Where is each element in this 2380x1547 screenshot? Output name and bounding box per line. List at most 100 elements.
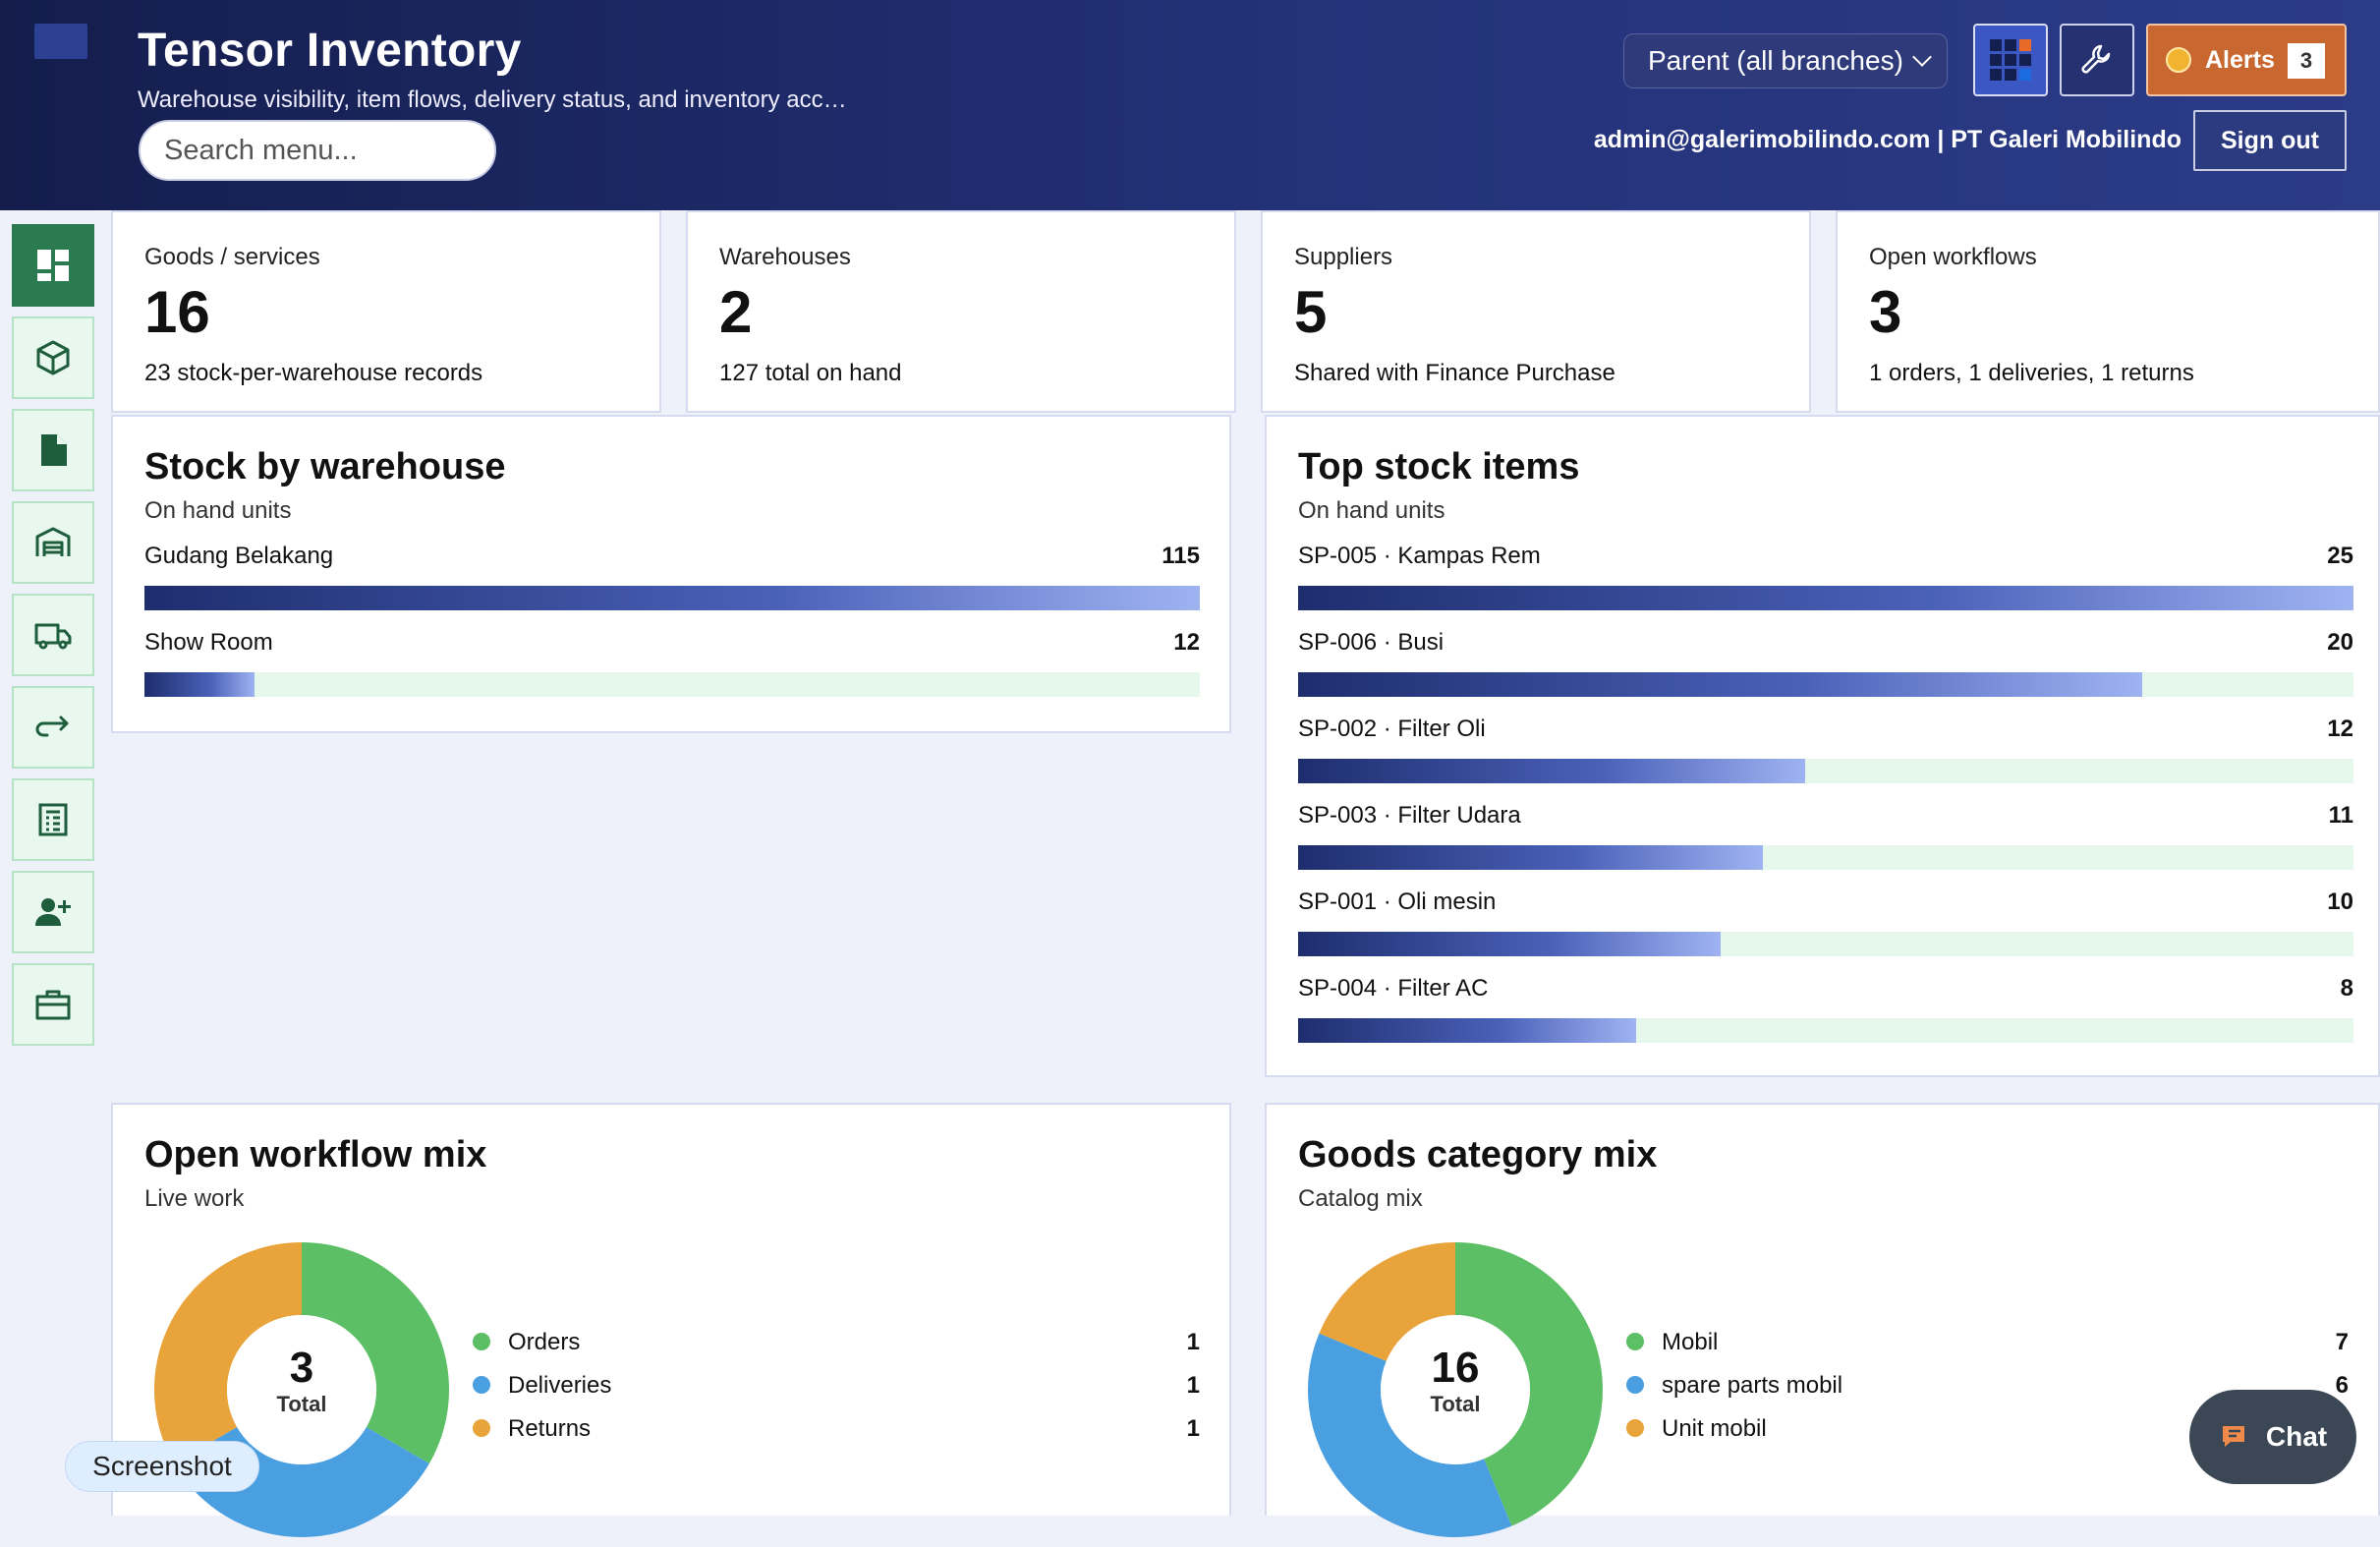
bar-fill xyxy=(144,586,1200,610)
sidebar-item-add-user[interactable] xyxy=(12,871,94,953)
alert-dot-icon xyxy=(2166,47,2191,73)
bar-label: SP-005 · Kampas Rem xyxy=(1298,543,1541,569)
branch-select-value: Parent (all branches) xyxy=(1648,45,1903,76)
panel-title: Stock by warehouse xyxy=(144,446,506,487)
page-subtitle: Warehouse visibility, item flows, delive… xyxy=(138,86,847,113)
stat-note: 127 total on hand xyxy=(719,360,902,386)
donut-center: 16 Total xyxy=(1377,1345,1534,1417)
bar-value: 11 xyxy=(2328,802,2353,829)
bar-fill xyxy=(144,672,255,697)
stat-card-warehouses: Warehouses 2 127 total on hand xyxy=(686,210,1236,413)
sidebar-item-deliveries[interactable] xyxy=(12,594,94,676)
bar-label: SP-006 · Busi xyxy=(1298,629,1445,656)
tools-button[interactable] xyxy=(2060,24,2134,96)
panel-title: Top stock items xyxy=(1298,446,1580,487)
legend-item: Mobil xyxy=(1626,1329,1718,1356)
bar-label: SP-002 · Filter Oli xyxy=(1298,716,1486,742)
chat-button[interactable]: Chat xyxy=(2189,1390,2356,1484)
bar-track xyxy=(1298,586,2353,610)
donut-slice-unit-mobil xyxy=(1319,1242,1455,1361)
top-stock-items-panel: Top stock items On hand units SP-005 · K… xyxy=(1265,415,2380,1077)
alerts-button[interactable]: Alerts 3 xyxy=(2146,24,2347,96)
sidebar-item-returns[interactable] xyxy=(12,686,94,769)
category-donut-chart xyxy=(1308,1242,1603,1537)
stock-by-warehouse-panel: Stock by warehouse On hand units Gudang … xyxy=(111,415,1231,733)
bar-label: SP-001 · Oli mesin xyxy=(1298,888,1497,915)
app-header: Tensor Inventory Warehouse visibility, i… xyxy=(0,0,2380,210)
panel-subtitle: On hand units xyxy=(1298,497,1445,524)
legend-label: Mobil xyxy=(1662,1329,1719,1355)
stat-label: Warehouses xyxy=(719,244,851,270)
workflow-donut-chart xyxy=(154,1242,449,1537)
donut-total: 16 xyxy=(1431,1344,1480,1392)
document-icon xyxy=(41,434,67,466)
bar-row: SP-006 · Busi 20 xyxy=(1298,629,2353,698)
stat-value: 3 xyxy=(1869,279,1902,345)
stat-note: 1 orders, 1 deliveries, 1 returns xyxy=(1869,360,2194,386)
return-arrow-icon xyxy=(35,716,69,737)
user-info: admin@galerimobilindo.com | PT Galeri Mo… xyxy=(1593,126,2182,153)
bar-label: Gudang Belakang xyxy=(144,543,334,569)
donut-caption: Total xyxy=(1430,1392,1481,1416)
donut-center: 3 Total xyxy=(223,1345,380,1417)
sidebar-item-goods[interactable] xyxy=(12,316,94,399)
chat-icon xyxy=(2222,1426,2244,1447)
stat-card-suppliers: Suppliers 5 Shared with Finance Purchase xyxy=(1261,210,1811,413)
bar-fill xyxy=(1298,1018,1636,1043)
bar-value: 115 xyxy=(1162,543,1200,569)
stat-label: Suppliers xyxy=(1294,244,1393,270)
panel-title: Open workflow mix xyxy=(144,1134,487,1175)
apps-grid-icon xyxy=(1990,39,2031,81)
bar-value: 25 xyxy=(2327,543,2353,569)
sign-out-button[interactable]: Sign out xyxy=(2193,110,2347,171)
screenshot-chip[interactable]: Screenshot xyxy=(65,1441,259,1492)
sidebar-item-documents[interactable] xyxy=(12,409,94,491)
truck-icon xyxy=(34,623,72,650)
bar-track xyxy=(144,672,1200,697)
sidebar-item-warehouses[interactable] xyxy=(12,501,94,584)
legend-item: Returns xyxy=(473,1415,591,1443)
bar-row: SP-005 · Kampas Rem 25 xyxy=(1298,543,2353,611)
branch-select[interactable]: Parent (all branches) xyxy=(1623,33,1948,88)
legend-dot xyxy=(473,1376,490,1394)
legend-label: Deliveries xyxy=(508,1372,612,1399)
sidebar-item-ledger[interactable] xyxy=(12,778,94,861)
search-menu-input[interactable] xyxy=(139,120,496,181)
alerts-count-badge: 3 xyxy=(2288,43,2325,79)
bar-fill xyxy=(1298,759,1805,783)
bar-fill xyxy=(1298,932,1721,956)
stat-card-workflows: Open workflows 3 1 orders, 1 deliveries,… xyxy=(1836,210,2380,413)
legend-item: Orders xyxy=(473,1329,580,1356)
panel-subtitle: On hand units xyxy=(144,497,292,524)
donut-slice-orders xyxy=(302,1242,449,1463)
stat-value: 5 xyxy=(1294,279,1328,345)
bar-fill xyxy=(1298,845,1763,870)
legend-value: 1 xyxy=(1186,1415,1200,1442)
bar-value: 12 xyxy=(1173,629,1200,656)
sidebar-item-dashboard[interactable] xyxy=(12,224,94,307)
stat-label: Open workflows xyxy=(1869,244,2037,270)
apps-grid-button[interactable] xyxy=(1973,24,2048,96)
bar-track xyxy=(1298,845,2353,870)
legend-value: 7 xyxy=(2335,1329,2349,1355)
bar-row: Show Room 12 xyxy=(144,629,1200,698)
add-user-icon xyxy=(35,898,71,926)
legend-label: Orders xyxy=(508,1329,581,1355)
bar-value: 20 xyxy=(2327,629,2353,656)
donut-slice-returns xyxy=(154,1242,302,1463)
bar-label: Show Room xyxy=(144,629,273,656)
stat-note: 23 stock-per-warehouse records xyxy=(144,360,483,386)
stat-value: 2 xyxy=(719,279,753,345)
briefcase-icon xyxy=(35,990,71,1020)
bar-track xyxy=(1298,1018,2353,1043)
stat-label: Goods / services xyxy=(144,244,320,270)
bar-label: SP-004 · Filter AC xyxy=(1298,975,1489,1002)
chat-label: Chat xyxy=(2265,1421,2328,1452)
legend-label: Returns xyxy=(508,1415,592,1442)
wrench-icon xyxy=(2081,44,2111,74)
app-logo[interactable] xyxy=(34,24,87,59)
sidebar-item-suppliers[interactable] xyxy=(12,963,94,1046)
ledger-icon xyxy=(38,803,68,836)
donut-total: 3 xyxy=(289,1344,314,1392)
legend-value: 6 xyxy=(2335,1372,2349,1399)
